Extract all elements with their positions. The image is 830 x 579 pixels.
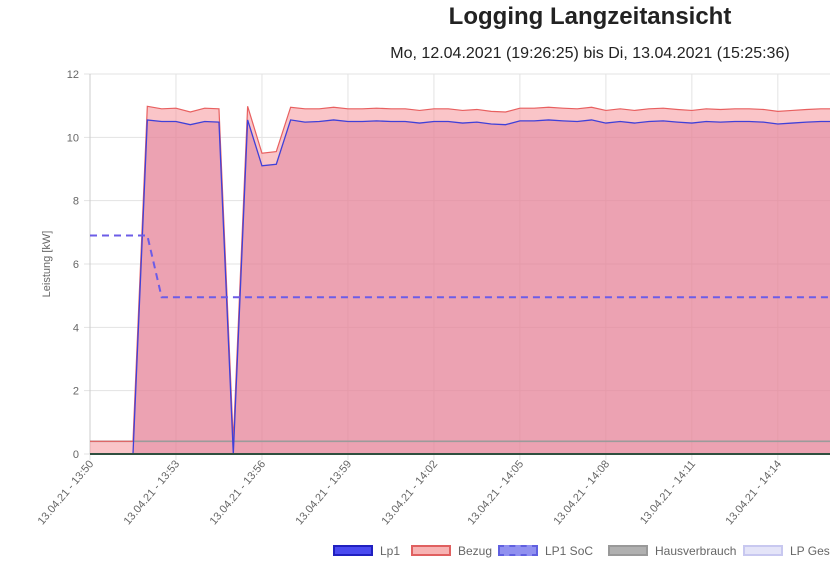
series-area-bezug (90, 106, 830, 454)
legend-label: Lp1 (380, 544, 401, 558)
legend-swatch (743, 545, 783, 556)
legend-label: Bezug (458, 544, 493, 558)
y-axis-label: Leistung [kW] (41, 231, 53, 298)
y-tick-label: 6 (73, 259, 79, 271)
y-tick-label: 12 (67, 69, 79, 81)
x-tick-label: 13.04.21 - 14:02 (380, 458, 441, 527)
y-tick-label: 4 (73, 322, 79, 334)
y-tick-label: 2 (73, 386, 79, 398)
series-line-lp1 (90, 119, 830, 455)
x-tick-label: 13.04.21 - 13:50 (36, 458, 97, 527)
chart-title: Logging Langzeitansicht (448, 3, 732, 30)
x-tick-label: 13.04.21 - 14:11 (638, 458, 698, 526)
series-line-lp1-soc (90, 234, 830, 299)
y-tick-label: 0 (73, 449, 79, 461)
legend-label: LP1 SoC (545, 544, 594, 558)
series-area-lp1 (90, 119, 830, 454)
legend-label: Hausverbrauch (655, 544, 737, 558)
legend-swatch (498, 545, 538, 556)
x-tick-label: 13.04.21 - 13:59 (294, 458, 355, 527)
chart-subtitle: Mo, 12.04.2021 (19:26:25) bis Di, 13.04.… (390, 45, 790, 62)
x-tick-label: 13.04.21 - 13:53 (122, 458, 183, 527)
y-tick-label: 8 (73, 196, 79, 208)
legend-swatch (333, 545, 373, 556)
y-tick-label: 10 (67, 132, 79, 144)
x-tick-label: 13.04.21 - 14:05 (466, 458, 527, 527)
x-tick-label: 13.04.21 - 14:08 (551, 458, 612, 527)
legend-swatch (411, 545, 451, 556)
legend-swatch (608, 545, 648, 556)
legend-label: LP Gesamt (790, 544, 830, 558)
x-tick-label: 13.04.21 - 13:56 (208, 458, 269, 527)
x-tick-label: 13.04.21 - 14:14 (723, 458, 784, 527)
